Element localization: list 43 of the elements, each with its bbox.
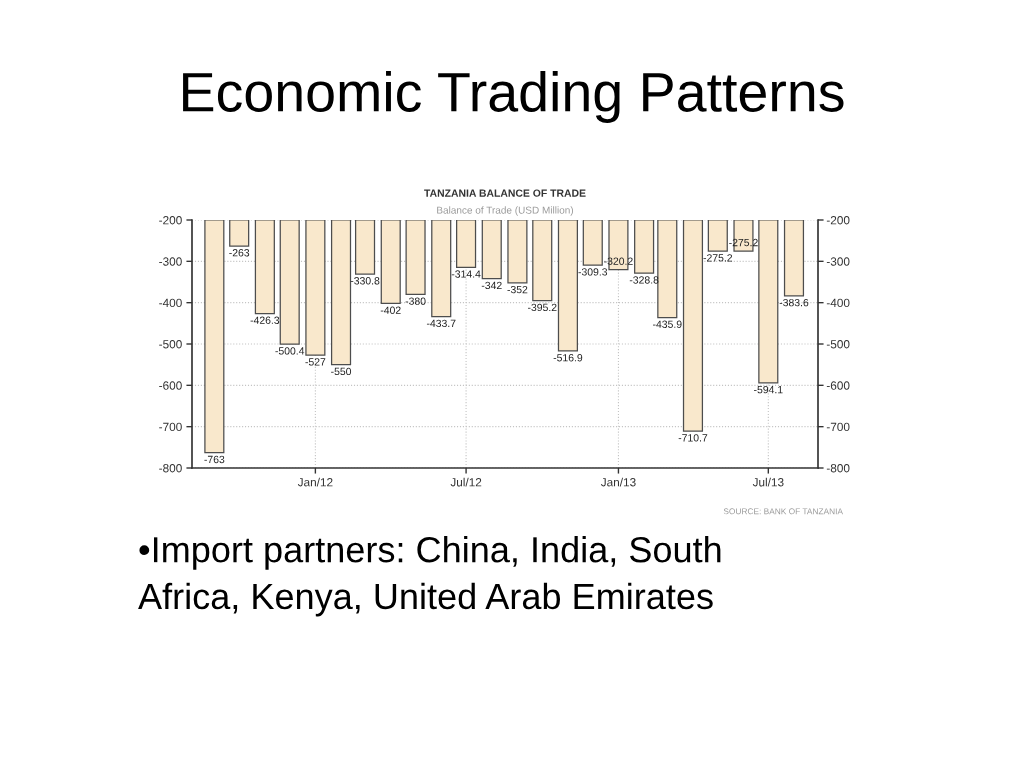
data-label: -594.1 <box>754 385 783 394</box>
y2-tick-label: -700 <box>826 422 850 432</box>
data-label: -352 <box>507 285 528 294</box>
y2-tick-label: -400 <box>826 298 850 308</box>
y2-tick-label: -800 <box>826 464 850 473</box>
y-tick-label: -300 <box>159 257 182 266</box>
y2-tick-label: -600 <box>826 381 850 390</box>
data-label: -435.9 <box>652 320 682 328</box>
y-tick-label: -800 <box>159 464 182 473</box>
data-label: -309.3 <box>578 268 608 276</box>
data-label: -550 <box>331 367 352 376</box>
data-label: -763 <box>204 455 225 464</box>
x-tick-label: Jan/12 <box>297 477 333 487</box>
data-label: -263 <box>229 249 250 257</box>
data-label: -342 <box>481 281 502 290</box>
y-tick-label: -500 <box>159 340 182 349</box>
data-label: -314.4 <box>451 270 481 278</box>
y-tick-label: -600 <box>159 381 182 390</box>
x-tick-label: Jan/13 <box>600 477 636 487</box>
data-label: -275.2 <box>703 254 733 262</box>
y2-tick-label: -300 <box>826 257 850 266</box>
data-label: -380 <box>405 297 426 305</box>
data-label: -402 <box>380 306 401 314</box>
data-label: -527 <box>305 358 326 366</box>
x-tick-label: Jul/12 <box>450 477 482 487</box>
data-label: -383.6 <box>779 298 809 307</box>
y2-tick-label: -200 <box>826 216 850 225</box>
source-note: SOURCE: BANK OF TANZANIA <box>723 508 843 515</box>
text: Balance of Trade (USD Million) <box>437 206 574 216</box>
y-tick-label: -700 <box>159 422 182 432</box>
x-tick-label: Jul/13 <box>752 477 784 487</box>
y-tick-label: -200 <box>159 216 182 225</box>
data-label: -516.9 <box>553 354 583 362</box>
y2-tick-label: -500 <box>826 340 850 349</box>
data-label: -395.2 <box>527 303 557 312</box>
data-label: -710.7 <box>678 434 708 442</box>
data-label: -500.4 <box>275 347 305 355</box>
data-label: -433.7 <box>426 319 456 328</box>
y-tick-label: -400 <box>159 298 182 308</box>
chart-subtitle: TANZANIA BALANCE OF TRADE <box>424 189 586 197</box>
chart-title: Economic Trading Patterns <box>183 71 844 123</box>
data-label: -426.3 <box>250 316 280 324</box>
text: •Import partners: China, India, South Africa, Kenya, United Arab Emirates <box>138 536 721 617</box>
